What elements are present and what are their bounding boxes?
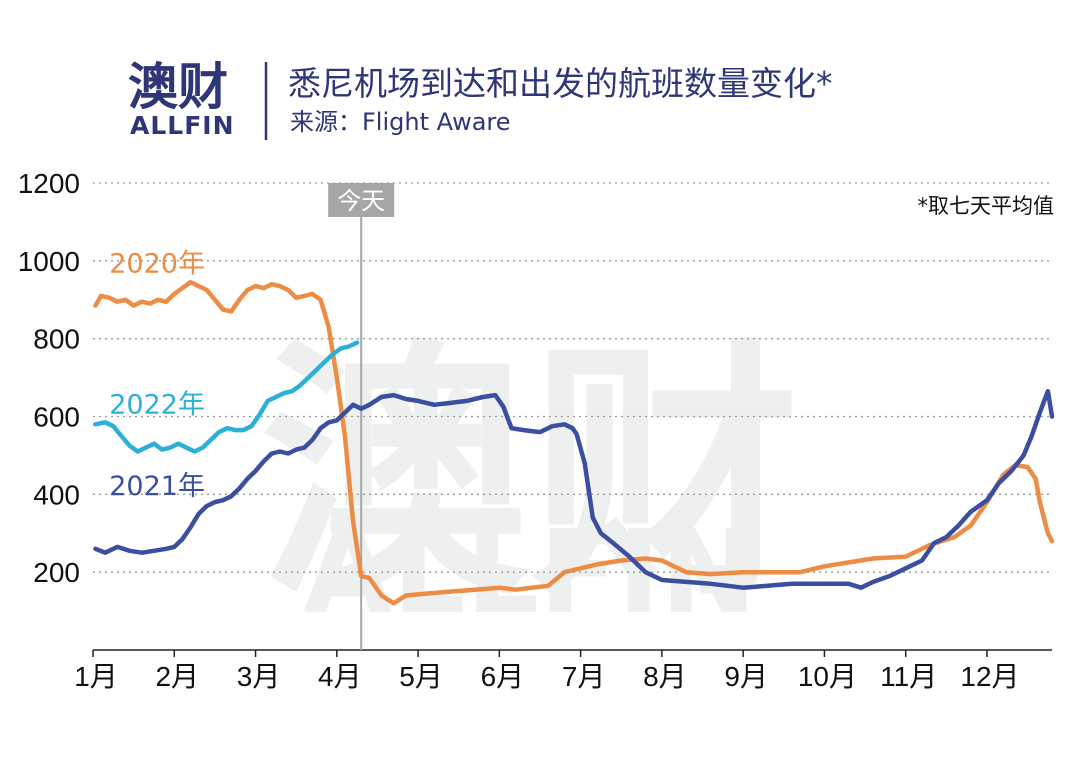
x-tick-label: 1月 (74, 661, 118, 692)
axis-layer: 200 400 600 800 1000 1200 1月 2月 3月 4月 5月 6月 7月 8月 9月 10… (18, 168, 1052, 692)
x-tick-label: 7月 (562, 661, 606, 692)
x-tick-label: 2月 (155, 661, 199, 692)
x-tick-label: 6月 (481, 661, 525, 692)
x-tick-label: 9月 (724, 661, 768, 692)
grid-layer (93, 182, 1052, 573)
x-tick-label: 10月 (798, 661, 857, 692)
series-line-0 (93, 279, 1055, 606)
series-line-2 (93, 388, 1055, 590)
series-label-1: 2022年 (109, 389, 205, 420)
today-label: 今天 (337, 187, 385, 215)
y-tick-label: 400 (33, 479, 80, 510)
today-badge (328, 183, 395, 217)
x-tick-label: 5月 (399, 661, 443, 692)
y-tick-label: 600 (33, 402, 80, 433)
logo-cn: 澳财 (128, 58, 228, 116)
chart-title: 悉尼机场到达和出发的航班数量变化* (288, 64, 833, 103)
x-tick-label: 3月 (237, 661, 281, 692)
series-labels: 2020年 2022年 2021年 (109, 249, 205, 503)
y-tick-label: 1200 (18, 168, 80, 199)
y-tick-label: 800 (33, 324, 80, 355)
x-tick-label: 4月 (318, 661, 362, 692)
series-label-0: 2020年 (109, 249, 205, 280)
chart-note: *取七天平均值 (918, 194, 1055, 218)
y-tick-label: 200 (33, 557, 80, 588)
x-tick-label: 8月 (643, 661, 687, 692)
series-line-1 (93, 340, 360, 454)
watermark-en: ALLFIN (303, 506, 756, 640)
chart-subtitle: 来源：Flight Aware (290, 108, 511, 136)
series-layer (93, 279, 1055, 606)
x-tick-label: 12月 (960, 661, 1019, 692)
series-label-2: 2021年 (109, 471, 205, 502)
x-tick-label: 11月 (880, 661, 937, 692)
y-tick-label: 1000 (18, 246, 80, 277)
logo-en: ALLFIN (130, 111, 235, 140)
